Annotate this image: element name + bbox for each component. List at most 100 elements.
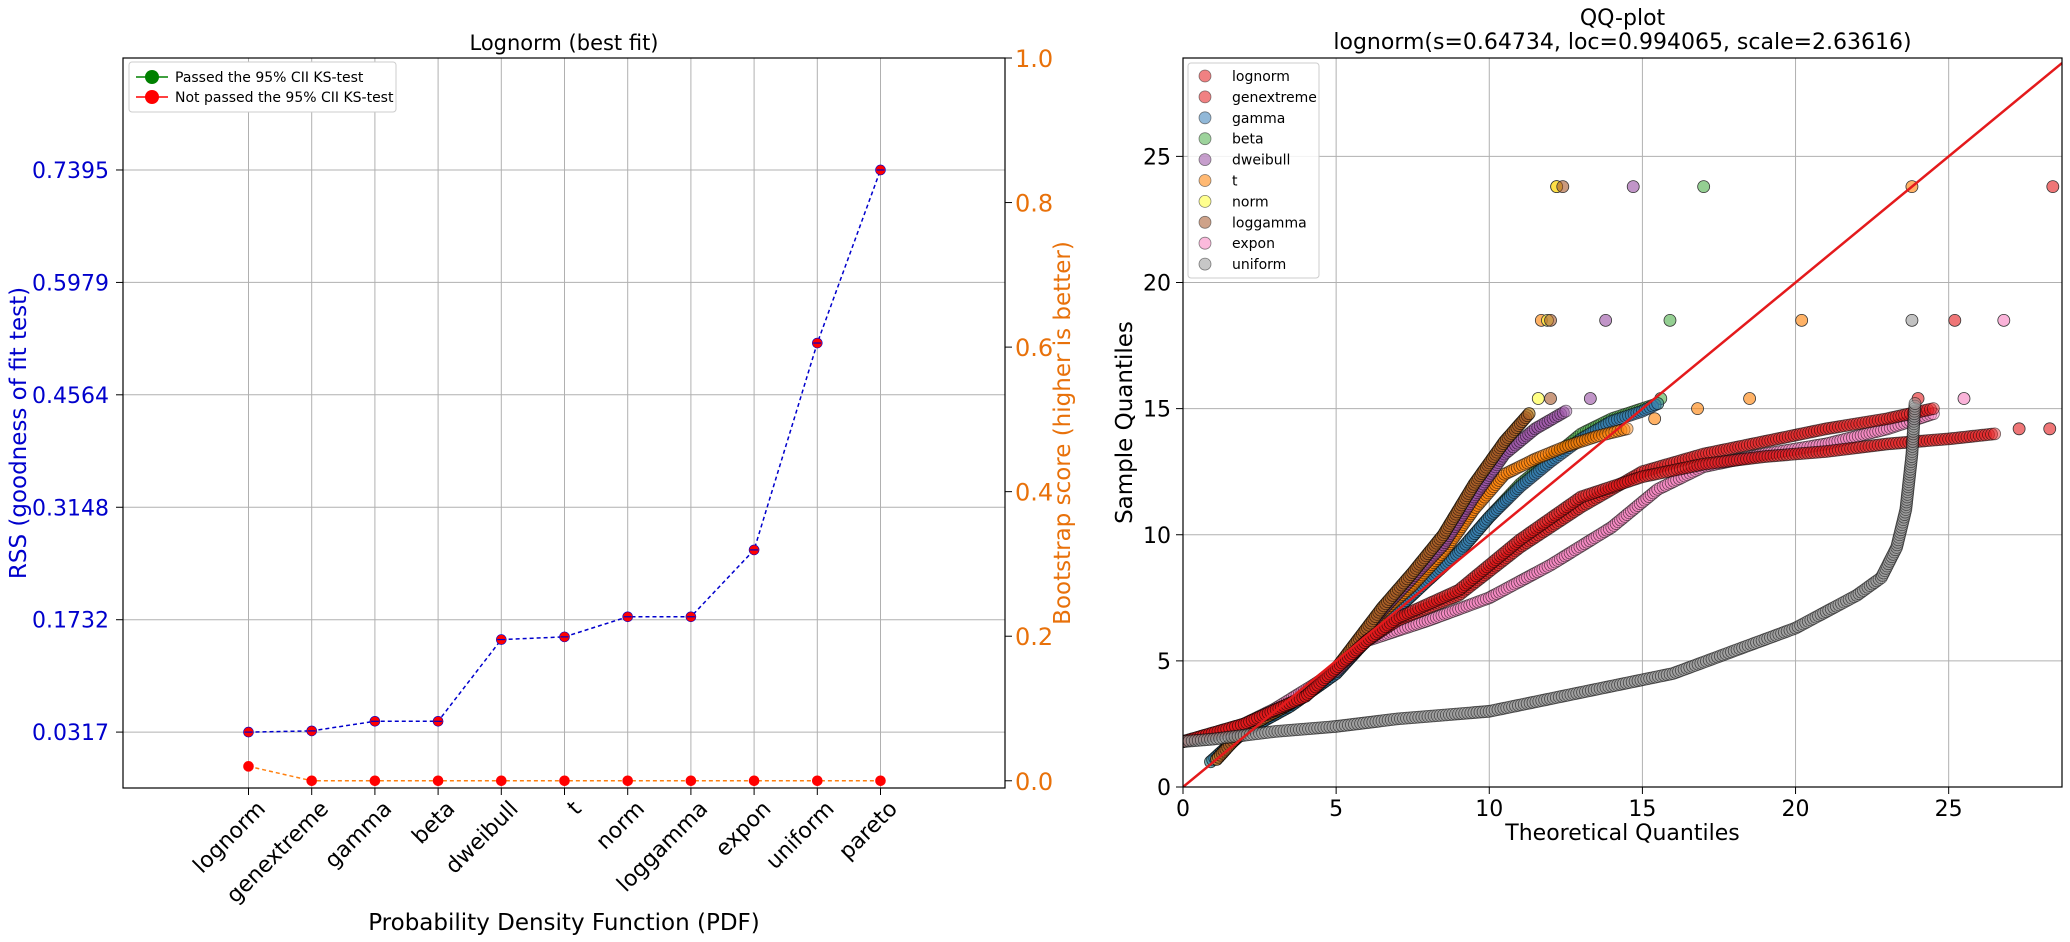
legend-marker bbox=[1198, 111, 1212, 125]
y-tick-label: 10 bbox=[1143, 524, 1171, 549]
qq-outlier-point bbox=[1997, 313, 2011, 327]
qq-outlier-point bbox=[1556, 180, 1570, 194]
qq-outlier-point bbox=[1905, 313, 1919, 327]
qq-points bbox=[1183, 62, 2062, 787]
legend-label: norm bbox=[1232, 194, 1269, 210]
qq-point bbox=[1367, 612, 1381, 626]
legend-marker bbox=[1198, 153, 1212, 167]
legend-marker bbox=[1198, 174, 1212, 187]
legend-label: beta bbox=[1232, 132, 1264, 148]
qq-outlier-point bbox=[2046, 180, 2060, 194]
qq-outlier-point bbox=[1957, 392, 1971, 405]
qq-point bbox=[1908, 397, 1922, 410]
qq-point bbox=[1559, 404, 1573, 418]
x-tick-label: 10 bbox=[1475, 797, 1503, 822]
qq-point bbox=[1496, 469, 1510, 483]
y-tick-label: 0.0317 bbox=[32, 721, 109, 746]
bootstrap-point bbox=[811, 775, 823, 787]
x-tick-label: uniform bbox=[762, 797, 840, 875]
x-tick-label: 25 bbox=[1935, 797, 1963, 822]
y-tick-label: 0.4564 bbox=[32, 384, 109, 409]
x-tick-label: gamma bbox=[320, 797, 397, 874]
y-axis-label: RSS (goodness of fit test) bbox=[6, 287, 32, 579]
series-genextreme bbox=[1183, 422, 2057, 748]
x-tick-label: beta bbox=[408, 797, 461, 850]
bootstrap-point bbox=[685, 775, 697, 787]
qq-point bbox=[1362, 618, 1376, 632]
qq-outlier-point bbox=[1544, 392, 1557, 405]
x-tick-label: norm bbox=[592, 797, 650, 855]
qq-outlier-point bbox=[1795, 313, 1809, 327]
y-tick-label: 5 bbox=[1157, 650, 1171, 675]
qq-point bbox=[1370, 607, 1384, 621]
chart-title: Lognorm (best fit) bbox=[469, 31, 658, 55]
rss-chart: 0.0317 0.1732 0.3148 0.4564 0.5979 0.7395 0.0 0… bbox=[6, 31, 1076, 936]
qq-plot: 0 5 10 15 20 25 0 5 10 15 20 25 QQ-plotlognorm(s=0.6… bbox=[1112, 6, 2063, 846]
y2-tick-label: 0.6 bbox=[1015, 334, 1053, 362]
legend: lognorm genextreme gamma beta dweibull t norm l… bbox=[1187, 62, 1320, 279]
legend: Passed the 95% CII KS-test Not passed the… bbox=[128, 61, 397, 113]
qq-outlier-point bbox=[2043, 422, 2057, 436]
qq-point bbox=[1369, 610, 1382, 623]
qq-outlier-point bbox=[1948, 313, 1962, 327]
x-tick-label: 20 bbox=[1782, 797, 1810, 822]
bootstrap-point bbox=[559, 775, 570, 787]
legend-marker bbox=[1198, 90, 1212, 104]
y2-tick-label: 0.8 bbox=[1015, 190, 1053, 218]
bootstrap-point bbox=[432, 775, 444, 787]
qq-point bbox=[1365, 614, 1379, 628]
legend-box bbox=[128, 61, 397, 113]
y2-tick-label: 1.0 bbox=[1015, 45, 1053, 73]
legend-label: t bbox=[1232, 174, 1238, 190]
legend-marker bbox=[1198, 257, 1212, 271]
y-axis-label: Sample Quantiles bbox=[1112, 321, 1138, 524]
x-tick-label: pareto bbox=[834, 797, 902, 865]
qq-point bbox=[1926, 402, 1940, 416]
legend-marker bbox=[1198, 215, 1212, 229]
legend-label: Passed the 95% CII KS-test bbox=[175, 70, 364, 86]
legend-marker bbox=[145, 70, 159, 84]
y-tick-label: 15 bbox=[1143, 398, 1171, 423]
qq-outlier-point bbox=[1743, 392, 1757, 405]
x-tick-label: 0 bbox=[1176, 797, 1190, 822]
x-tick-label: 15 bbox=[1628, 797, 1656, 822]
qq-outlier-point bbox=[1544, 313, 1557, 327]
bootstrap-point bbox=[495, 775, 507, 787]
qq-outlier-point bbox=[1531, 392, 1545, 405]
y-tick-label: 20 bbox=[1143, 272, 1171, 297]
bootstrap-point bbox=[622, 775, 634, 787]
chart-title: QQ-plot bbox=[1580, 6, 1666, 31]
legend-marker bbox=[1198, 132, 1212, 146]
qq-point bbox=[1433, 532, 1447, 546]
qq-point bbox=[1364, 616, 1377, 630]
legend-label: loggamma bbox=[1232, 215, 1307, 231]
y-tick-label: 0 bbox=[1157, 776, 1171, 801]
x-tick-label: t bbox=[563, 796, 587, 820]
y2-tick-label: 0.0 bbox=[1015, 768, 1053, 796]
rss-line bbox=[248, 169, 882, 733]
legend-marker bbox=[1198, 194, 1212, 208]
x-axis-label: Theoretical Quantiles bbox=[1504, 821, 1739, 846]
chart-subtitle: lognorm(s=0.64734, loc=0.994065, scale=2… bbox=[1333, 30, 1911, 55]
bootstrap-point bbox=[369, 775, 381, 787]
legend-label: uniform bbox=[1232, 257, 1286, 273]
y-tick-label: 0.7395 bbox=[32, 159, 109, 184]
bootstrap-point bbox=[306, 775, 318, 787]
qq-point bbox=[1519, 411, 1532, 425]
qq-point bbox=[1988, 427, 2002, 441]
legend-marker bbox=[145, 90, 159, 104]
legend-label: Not passed the 95% CII KS-test bbox=[175, 90, 394, 106]
y-tick-label: 0.5979 bbox=[32, 271, 109, 296]
qq-outlier-point bbox=[1663, 313, 1677, 327]
x-tick-label: 5 bbox=[1329, 797, 1343, 822]
qq-point bbox=[1372, 605, 1386, 619]
y2-tick-label: 0.2 bbox=[1015, 623, 1053, 651]
legend-label: gamma bbox=[1232, 111, 1285, 127]
qq-outlier-point bbox=[1648, 412, 1662, 426]
bootstrap-point bbox=[243, 761, 254, 772]
qq-point bbox=[1522, 407, 1536, 421]
legend-marker bbox=[1198, 69, 1212, 83]
qq-outlier-point bbox=[2012, 422, 2026, 436]
qq-point bbox=[1520, 409, 1534, 423]
